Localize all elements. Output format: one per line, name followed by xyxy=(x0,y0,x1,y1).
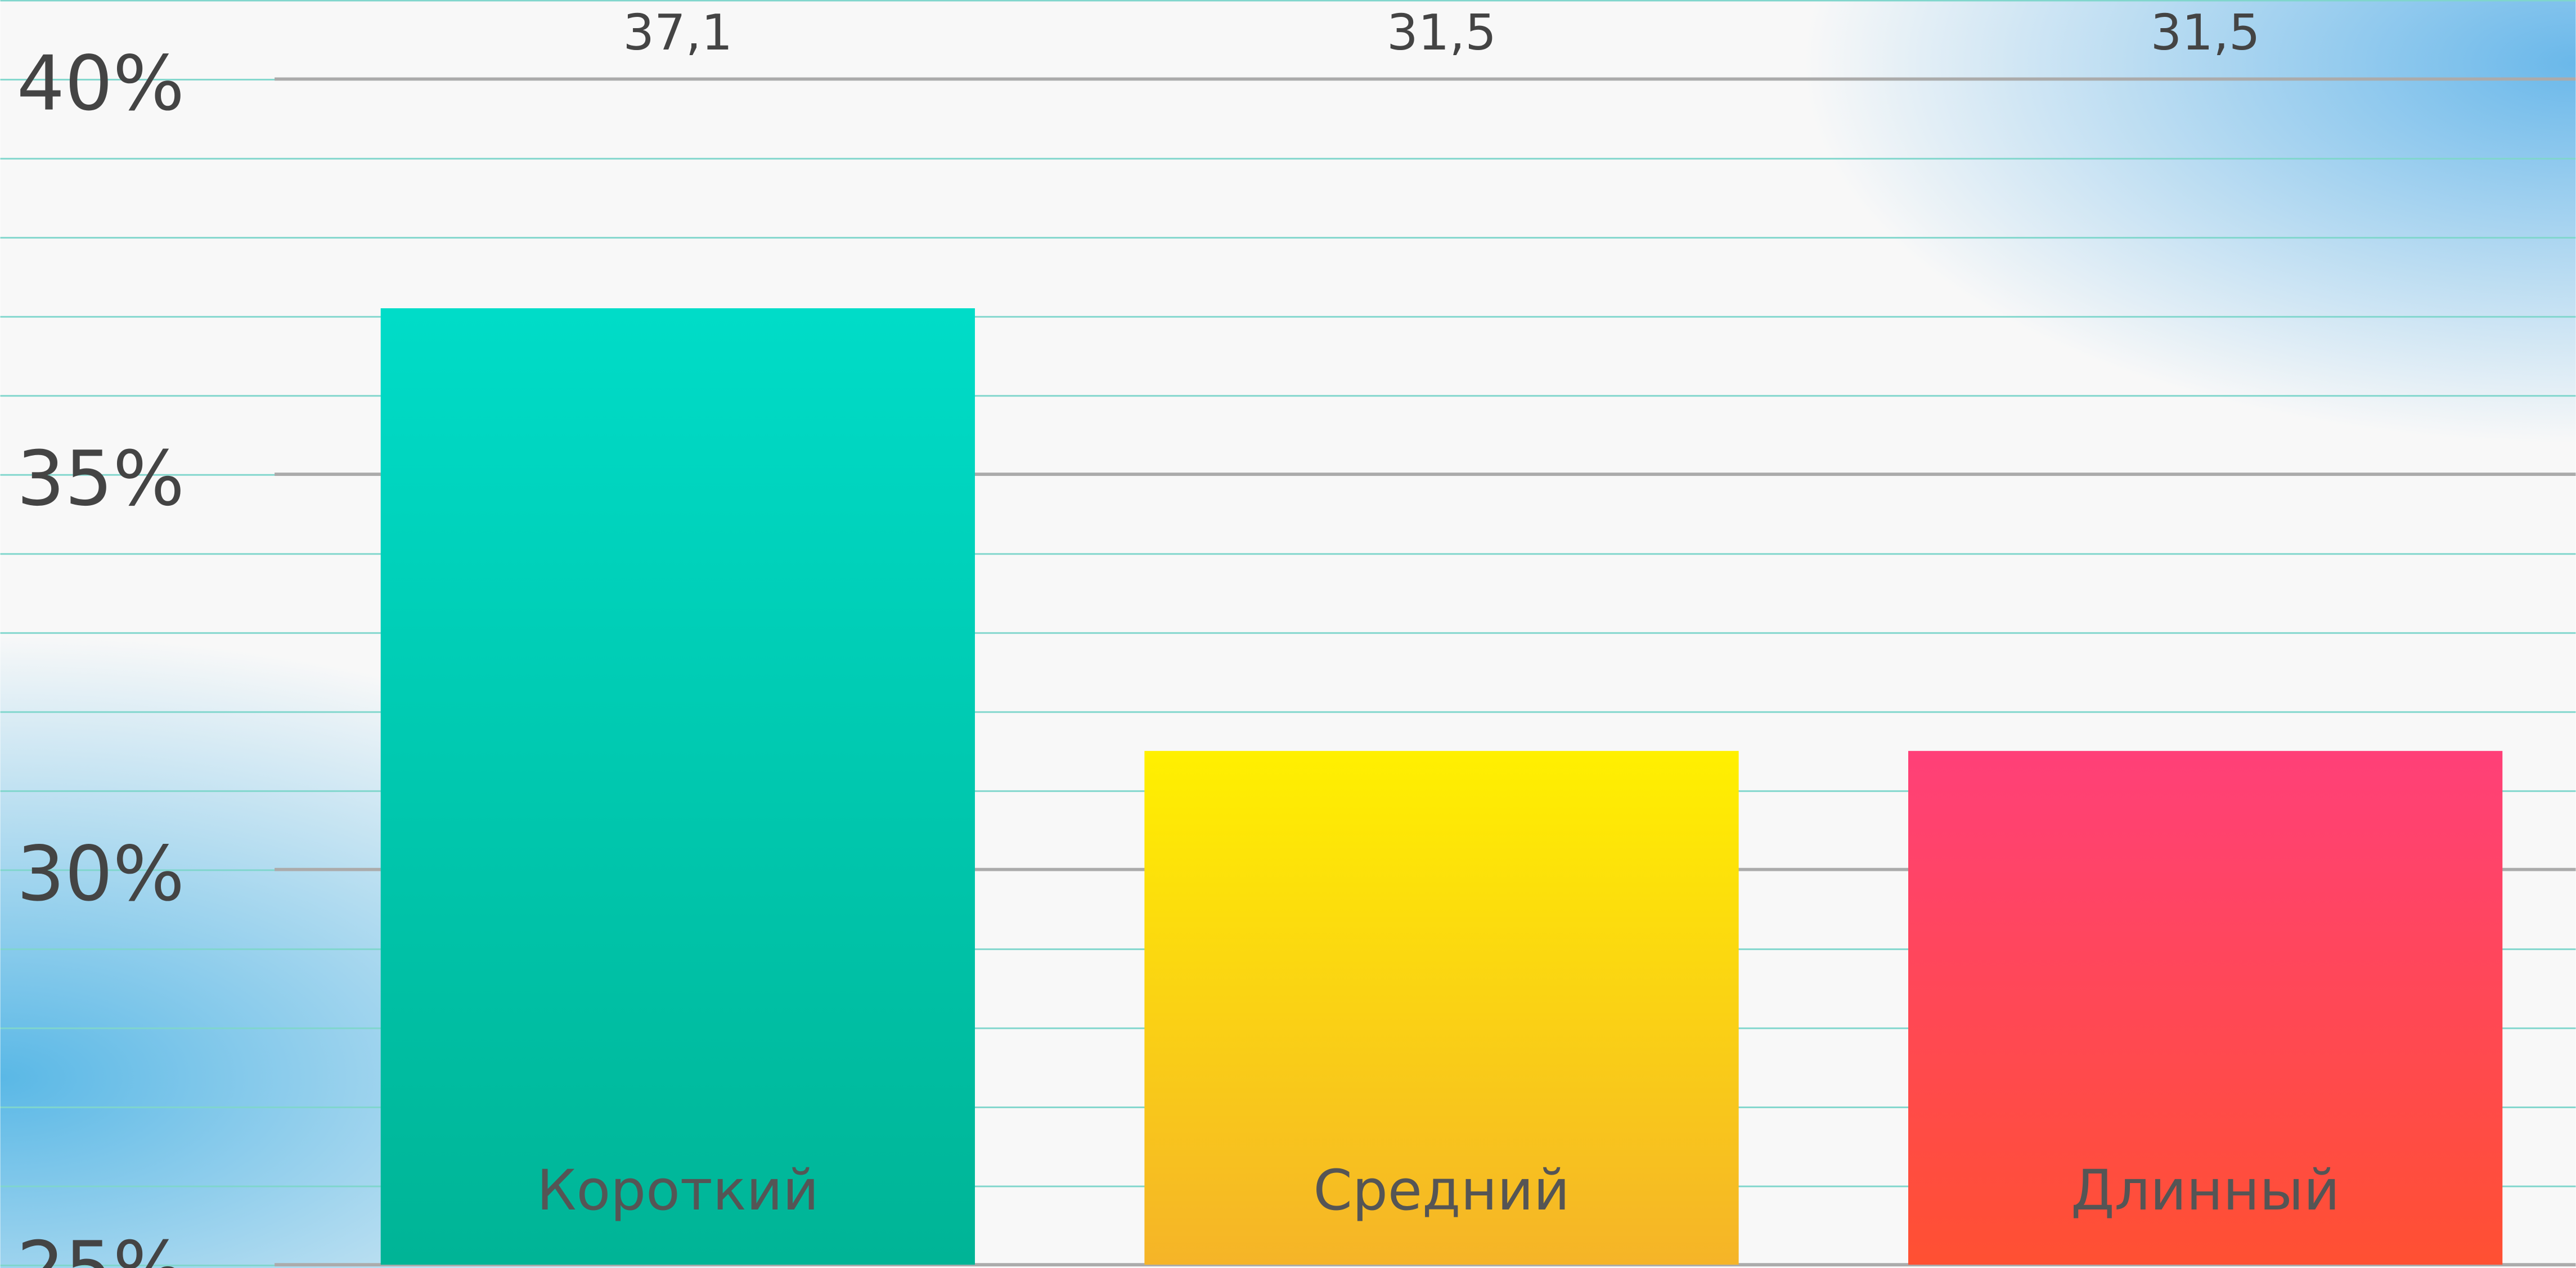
bar xyxy=(1144,750,1739,1265)
y-tick-label: 40% xyxy=(17,39,185,128)
bar xyxy=(1908,750,2503,1265)
y-tick-label: 30% xyxy=(17,830,185,918)
bar xyxy=(380,308,975,1265)
x-tick-label: Короткий xyxy=(537,1158,819,1223)
y-tick-label: 25% xyxy=(17,1225,185,1268)
value-label: 31,5 xyxy=(2151,4,2260,61)
y-tick-label: 35% xyxy=(17,434,185,523)
value-label: 37,1 xyxy=(623,4,732,61)
x-tick-label: Длинный xyxy=(2071,1158,2340,1223)
value-label: 31,5 xyxy=(1387,4,1496,61)
x-tick-label: Средний xyxy=(1314,1158,1570,1223)
